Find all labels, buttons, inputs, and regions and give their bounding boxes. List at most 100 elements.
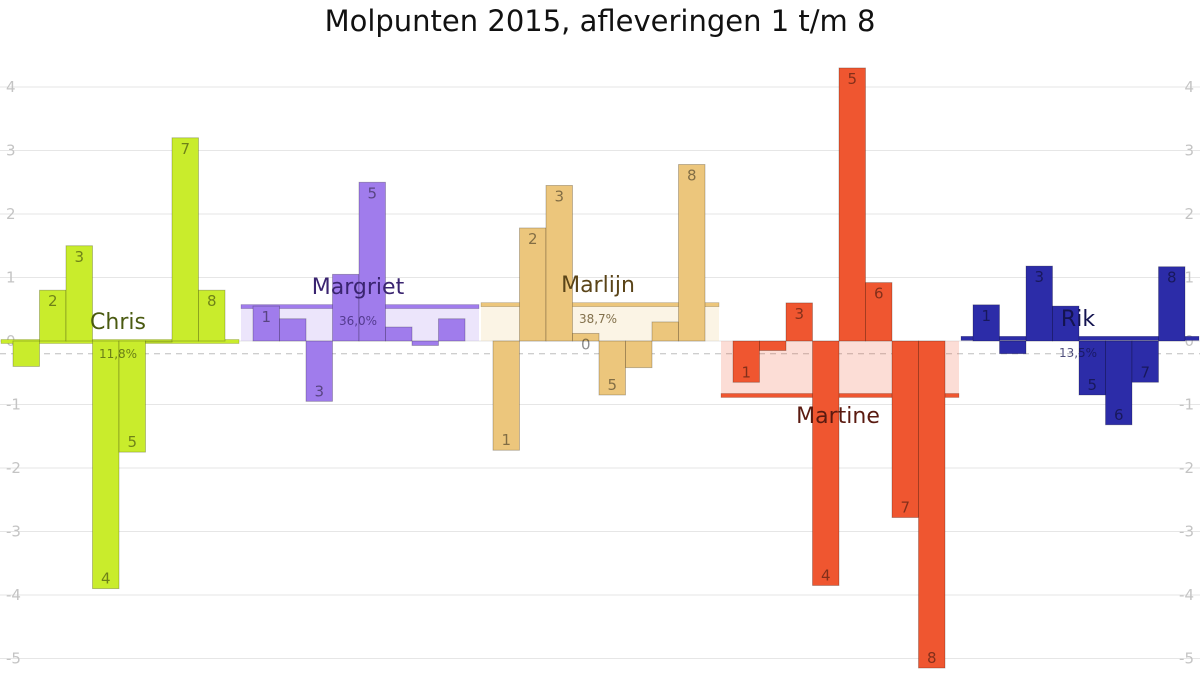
bar	[918, 340, 946, 669]
bar-label: 4	[821, 566, 831, 584]
y-tick-label-right: 2	[1184, 205, 1194, 223]
bar-label: 7	[180, 140, 190, 158]
bar-label: 2	[48, 292, 58, 310]
bar-label: 4	[101, 570, 111, 588]
bar-label: 1	[981, 307, 991, 325]
bar-label: 6	[1114, 406, 1124, 424]
y-tick-label-right: 3	[1184, 142, 1194, 160]
bar	[651, 321, 679, 342]
bar-label: 1	[261, 308, 271, 326]
bar	[838, 67, 866, 342]
bar	[305, 340, 333, 402]
bar-label: 3	[314, 382, 324, 400]
bar	[279, 318, 307, 342]
bar-label: 1	[501, 431, 511, 449]
y-tick-label-left: 1	[6, 269, 16, 287]
bar-label: 2	[528, 230, 538, 248]
average-line	[480, 302, 720, 307]
bar-label: 5	[607, 376, 617, 394]
y-tick-label-left: 2	[6, 205, 16, 223]
player-percentage: 11,8%	[99, 347, 137, 361]
bar-label: 8	[927, 649, 937, 667]
bar	[732, 340, 760, 383]
y-tick-label-right: -4	[1179, 586, 1194, 604]
bar-label: 8	[207, 292, 217, 310]
y-tick-label-left: 3	[6, 142, 16, 160]
bar	[171, 137, 199, 342]
bar-label: 7	[1140, 363, 1150, 381]
bar	[358, 181, 386, 342]
bar	[572, 332, 600, 342]
y-tick-label-right: -1	[1179, 396, 1194, 414]
bar	[678, 164, 706, 342]
bar	[759, 340, 787, 351]
bar-label: 8	[1167, 269, 1177, 287]
bar	[972, 304, 1000, 342]
bar	[65, 245, 93, 342]
bar	[438, 318, 466, 342]
y-tick-label-left: -3	[6, 523, 21, 541]
bar-label: 7	[900, 499, 910, 517]
y-tick-label-left: -5	[6, 650, 21, 668]
group-margriet: 1 3 5 Margriet 36,0%	[240, 181, 480, 402]
bar	[519, 227, 547, 342]
y-tick-label-left: -1	[6, 396, 21, 414]
bar	[865, 282, 893, 342]
bar	[1131, 340, 1159, 383]
bar-label: 5	[127, 433, 137, 451]
bar-label: 3	[554, 187, 564, 205]
player-name: Chris	[90, 310, 146, 335]
y-tick-label-left: -2	[6, 459, 21, 477]
y-tick-label-right: 1	[1184, 269, 1194, 287]
y-tick-label-right: 4	[1184, 78, 1194, 96]
chart-title: Molpunten 2015, afleveringen 1 t/m 8	[324, 4, 876, 38]
bar	[891, 340, 919, 518]
group-martine: 1 3 4 5 6 7 8 Martine	[720, 67, 960, 669]
player-percentage: 38,7%	[579, 312, 617, 326]
bar	[492, 340, 520, 451]
bar	[1025, 265, 1053, 342]
bar	[198, 289, 226, 342]
bar-label: 5	[1087, 376, 1097, 394]
bar	[92, 340, 120, 590]
y-tick-label-right: -5	[1179, 650, 1194, 668]
bar-label: 3	[794, 305, 804, 323]
y-tick-label-left: -4	[6, 586, 21, 604]
player-percentage: 36,0%	[339, 314, 377, 328]
bar	[39, 289, 67, 342]
average-line	[720, 393, 960, 398]
bar	[999, 340, 1027, 355]
player-percentage: 13,5%	[1059, 346, 1097, 360]
bar	[145, 340, 173, 343]
player-name: Marlijn	[561, 273, 635, 298]
bar-label: 1	[741, 363, 751, 381]
player-name: Rik	[1061, 307, 1095, 332]
player-name: Margriet	[312, 275, 405, 300]
bar-label: 5	[847, 70, 857, 88]
bar-label: 8	[687, 166, 697, 184]
group-marlijn: 1 2 3 0 5 8 Marlijn 38,7%	[480, 164, 720, 451]
bar	[411, 340, 439, 346]
y-tick-label-right: -2	[1179, 459, 1194, 477]
bar	[118, 340, 146, 453]
group-rik: 1 3 56 7 8 Rik 13,5%	[960, 265, 1200, 426]
bar	[785, 302, 813, 342]
bar-label: 3	[1034, 268, 1044, 286]
bar-label: 5	[367, 184, 377, 202]
bar	[545, 185, 573, 342]
player-name: Martine	[796, 404, 880, 429]
bar-label: 6	[874, 285, 884, 303]
bar	[12, 340, 40, 367]
y-axis-right: 4 3 2 1 0 -1 -2 -3 -4 -5	[1179, 78, 1194, 668]
group-chris: 2 3 4 5 7 8 Chris 11,8%	[0, 137, 240, 590]
bar	[1105, 340, 1133, 426]
bar	[812, 340, 840, 586]
average-line	[960, 336, 1200, 341]
plot-area: 2 3 4 5 7 8 Chris 11,8% 1 3 5 Margriet 36,0% 1 2 3 0 5 8 Ma…	[0, 67, 1200, 669]
y-tick-label-left: 4	[6, 78, 16, 96]
bar	[598, 340, 626, 396]
bar	[332, 273, 360, 342]
bar	[252, 305, 280, 342]
